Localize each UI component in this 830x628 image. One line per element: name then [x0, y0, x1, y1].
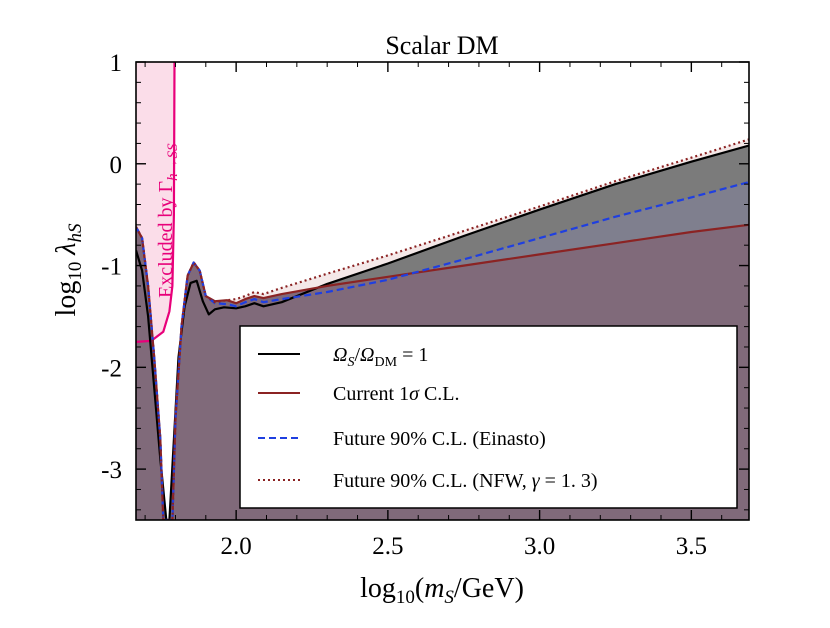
y-tick-label: 1	[110, 50, 123, 77]
legend: ΩS/ΩDM = 1 Current 1σ C.L. Future 90% C.…	[239, 325, 738, 509]
legend-label-current: Current 1σ C.L.	[333, 383, 460, 405]
legend-box	[239, 325, 738, 509]
legend-label-nfw: Future 90% C.L. (NFW, γ = 1. 3)	[333, 470, 598, 492]
x-tick-label: 3.0	[524, 533, 555, 560]
legend-label-relic: ΩS/ΩDM = 1	[333, 344, 428, 370]
nfw-90cl-line	[136, 138, 749, 520]
x-tick-label: 2.5	[372, 533, 403, 560]
y-tick-label: 0	[110, 152, 123, 179]
y-tick-label: -3	[101, 457, 122, 484]
y-tick-label: -2	[101, 355, 122, 382]
chart-title: Scalar DM	[385, 31, 498, 60]
x-axis-label: log10(mS/GeV)	[360, 573, 524, 608]
y-axis-label: log10 λhS	[51, 223, 86, 316]
plot-frame	[135, 61, 750, 521]
y-tick-label: -1	[101, 254, 122, 281]
legend-label-einasto: Future 90% C.L. (Einasto)	[333, 428, 546, 450]
x-tick-label: 3.5	[676, 533, 707, 560]
x-tick-label: 2.0	[221, 533, 252, 560]
